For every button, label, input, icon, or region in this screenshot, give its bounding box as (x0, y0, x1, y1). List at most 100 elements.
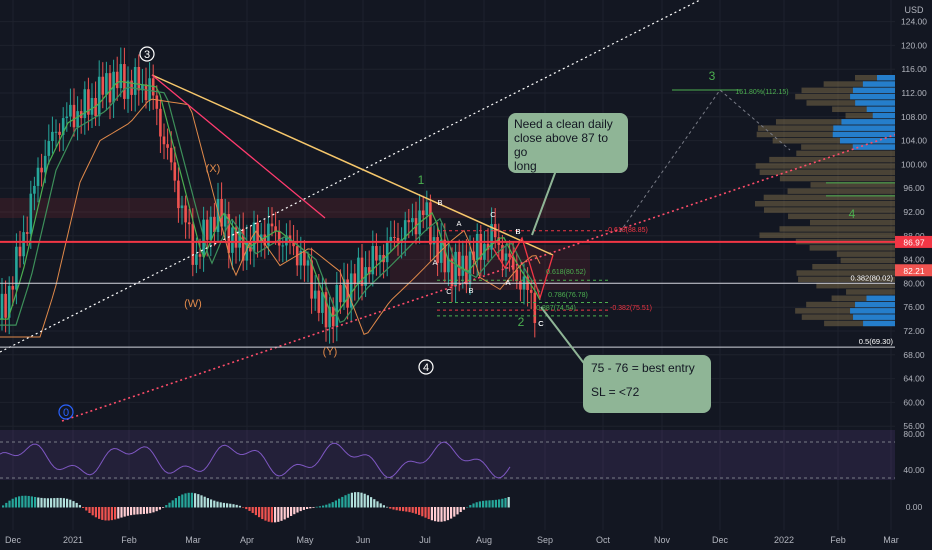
macd-bar (267, 507, 270, 522)
profile-bar-tan (787, 188, 895, 194)
x-tick-label: Aug (476, 535, 492, 545)
extension-label: 0.887(74.54) (536, 305, 576, 312)
y-tick-label: 60.00 (903, 397, 925, 407)
profile-bar-tan (831, 295, 895, 301)
profile-bar-blue (839, 138, 895, 144)
macd-bar (328, 503, 331, 508)
macd-bar (21, 495, 24, 508)
candle-body (367, 267, 371, 275)
profile-bar-blue (852, 144, 895, 150)
macd-bar (2, 505, 5, 508)
y-tick-label: 108.00 (901, 112, 927, 122)
macd-bar (174, 498, 177, 508)
candle-body (76, 111, 79, 128)
y-tick-label: 124.00 (901, 17, 927, 27)
candle-body (252, 222, 256, 252)
level-tag-text: 86.97 (903, 237, 925, 247)
macd-bar (142, 507, 145, 514)
profile-bar-tan (755, 163, 895, 169)
entry-note[interactable]: 75 - 76 = best entry SL = <72 (583, 355, 711, 413)
macd-bar (8, 500, 11, 508)
candle-body (277, 231, 281, 246)
candle-body (245, 241, 249, 261)
profile-bar-blue (852, 87, 895, 94)
profile-bar-blue (862, 81, 895, 87)
macd-bar (344, 495, 347, 508)
drawings[interactable] (0, 0, 901, 422)
candle-body (166, 144, 169, 148)
candle-body (7, 286, 11, 318)
stop-loss-text: SL = <72 (591, 385, 640, 399)
candle-body (65, 116, 69, 119)
macd-bar (408, 507, 411, 513)
supply-zone (390, 245, 590, 290)
macd-bar (30, 496, 33, 508)
candle-body (22, 232, 25, 257)
wave-label-corrective: (W) (184, 298, 202, 310)
candle-body (443, 239, 447, 273)
candle-body (72, 104, 76, 128)
candle-body (299, 250, 303, 266)
macd-bar (389, 507, 392, 509)
y-tick-label: 84.00 (903, 255, 925, 265)
profile-bar-tan (812, 264, 895, 270)
macd-bar (258, 507, 261, 518)
candle-body (29, 193, 33, 234)
candle-body (173, 162, 177, 181)
macd-bar (350, 492, 353, 508)
candle-body (4, 293, 7, 318)
profile-bar-tan (796, 150, 895, 157)
candle-body (101, 76, 105, 95)
level-tag (895, 235, 932, 248)
macd-bar (66, 498, 69, 508)
macd-bar (14, 497, 17, 508)
candle-body (454, 251, 457, 286)
extension-label: 0.618(80.52) (546, 269, 586, 276)
profile-bar-tan (763, 207, 895, 213)
macd-bar (210, 499, 213, 508)
macd-bar (130, 507, 133, 516)
macd-bar (264, 507, 267, 521)
profile-bar-blue (866, 106, 895, 112)
candle-body (339, 285, 342, 303)
macd-bar (290, 507, 293, 516)
note-line-1: Need a clean daily (514, 117, 613, 131)
y-tick-label: 96.00 (903, 183, 925, 193)
macd-bar (24, 495, 27, 508)
macd-bar (411, 507, 414, 513)
macd-bar (34, 496, 37, 508)
y-tick-label: 68.00 (903, 350, 925, 360)
candle-body (51, 131, 54, 142)
candle-body (180, 205, 184, 209)
resistance-zone (0, 198, 590, 218)
macd-bar (184, 493, 187, 508)
rsi-tick-label: 80.00 (903, 429, 925, 439)
macd-bar (418, 507, 421, 515)
macd-bar (94, 507, 97, 518)
candle-body (58, 131, 61, 135)
note-line-2: close above 87 to go (514, 131, 609, 159)
candle-body (342, 279, 346, 303)
profile-bar-tan (832, 106, 895, 112)
long-condition-note[interactable]: Need a clean daily close above 87 to go … (508, 113, 628, 173)
macd-bar (162, 507, 165, 508)
candle-body (324, 292, 328, 328)
candle-body (357, 257, 360, 285)
macd-bar (283, 507, 286, 520)
macd-bar (434, 507, 437, 522)
candle-body (504, 253, 508, 261)
macd-bar (155, 507, 158, 512)
candle-body (486, 243, 490, 250)
y-tick-label: 80.00 (903, 278, 925, 288)
extension-label: 161.80%(112.15) (735, 89, 788, 96)
macd-bar (133, 507, 136, 515)
macd-bar (376, 501, 379, 508)
macd-bar (242, 507, 245, 508)
candle-body (421, 210, 425, 215)
profile-bar-tan (755, 201, 895, 207)
macd-bar (488, 500, 491, 508)
macd-bar (363, 493, 366, 508)
wave-label-abc: B (515, 227, 520, 236)
candle-body (375, 246, 378, 261)
